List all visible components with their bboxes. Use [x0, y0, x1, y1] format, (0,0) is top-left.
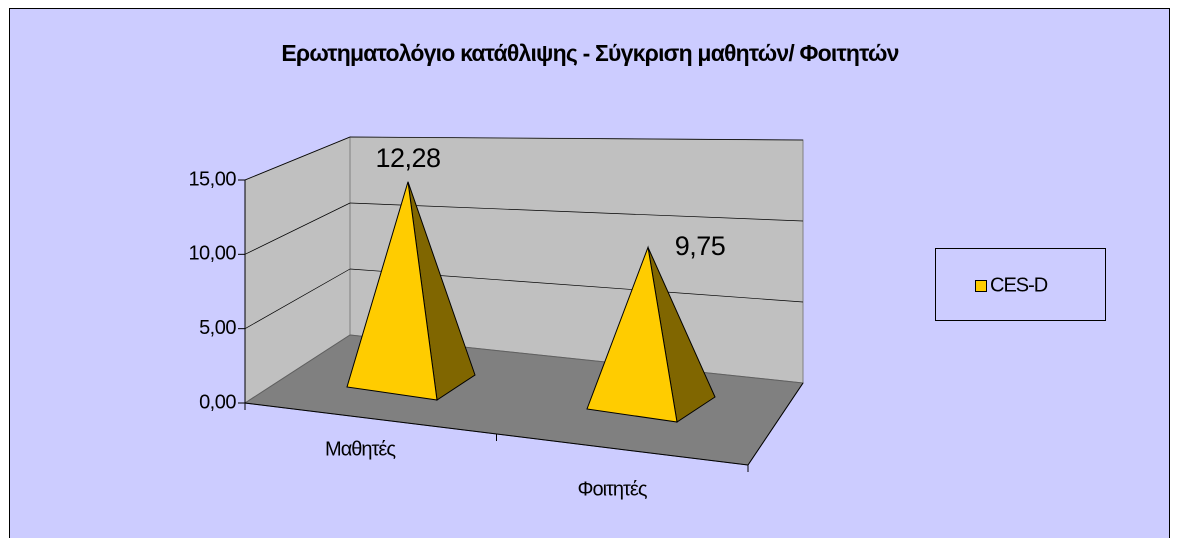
pyramid-front	[346, 181, 438, 401]
grid-line	[244, 202, 351, 255]
x-tick-label: Μαθητές	[325, 438, 396, 460]
data-label: 9,75	[675, 231, 726, 261]
grid-line	[349, 136, 804, 141]
grid-line	[244, 136, 351, 181]
y-tick-label: 5,00	[199, 317, 236, 339]
x-tick-label: Φοιτητές	[577, 478, 647, 500]
grid-line	[244, 268, 351, 329]
floor-edge	[747, 382, 804, 466]
legend-label: CES-D	[990, 274, 1048, 296]
y-tick-label: 15,00	[188, 168, 236, 190]
legend	[935, 248, 1106, 321]
grid-line	[349, 202, 804, 222]
data-label: 12,28	[375, 143, 440, 173]
y-tick-label: 0,00	[199, 391, 236, 413]
legend-swatch	[975, 280, 987, 292]
chart-title: Ερωτηματολόγιο κατάθλιψης - Σύγκριση μαθ…	[281, 40, 898, 66]
pyramid-front	[586, 245, 678, 423]
y-tick-label: 10,00	[188, 243, 236, 265]
